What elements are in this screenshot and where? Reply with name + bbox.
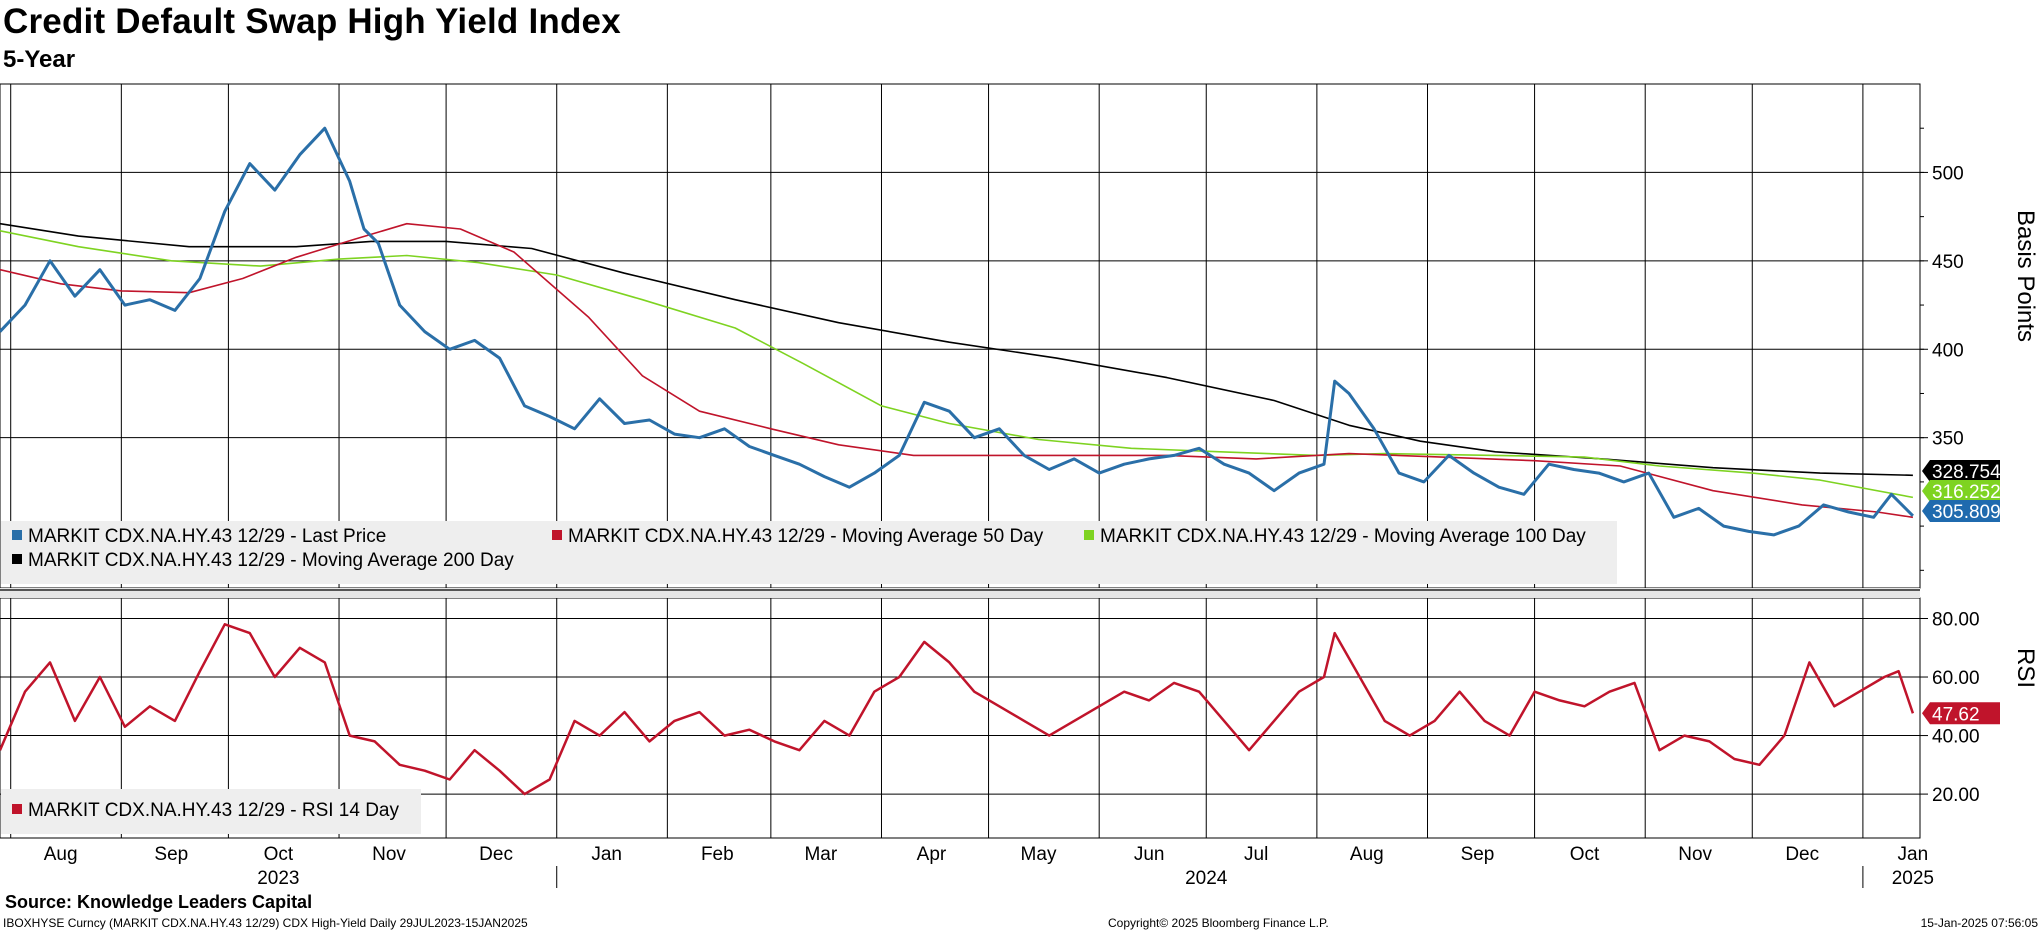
x-tick-label: May [1021,844,1057,865]
y-tick-label: 450 [1932,252,1964,273]
source-note: Source: Knowledge Leaders Capital [5,892,313,912]
legend-swatch [12,804,22,814]
series-line-last [0,126,1914,537]
legend-label: MARKIT CDX.NA.HY.43 12/29 - Moving Avera… [28,550,514,571]
x-tick-label: Sep [1461,844,1495,865]
x-tick-label: Nov [1678,844,1712,865]
value-tag-label: 328.754 [1932,462,2001,483]
x-tick-label: Jan [591,844,622,865]
series-line-rsi [0,623,1915,796]
value-tag-bg [1922,480,2000,502]
legend-label: MARKIT CDX.NA.HY.43 12/29 - Moving Avera… [568,526,1044,547]
footer-copyright: Copyright© 2025 Bloomberg Finance L.P. [1108,916,1329,930]
last-value-ma100: 316.252 [1922,480,2001,503]
price-legend [1,521,1617,584]
chart-subtitle: 5-Year [3,46,76,73]
x-tick-label: Dec [479,844,513,865]
series-line-ma100 [0,230,1914,499]
x-tick-label: Mar [804,844,837,865]
x-tick-label: Apr [917,844,947,865]
legend-swatch [1084,530,1094,540]
legend-swatch [12,530,22,540]
x-tick-label: Oct [264,844,294,865]
price-panel [0,83,1921,589]
x-year-label: 2023 [257,868,299,889]
value-tag-label: 316.252 [1932,482,2001,503]
y-tick-label: 500 [1932,163,1964,184]
x-year-label: 2024 [1185,868,1228,889]
footer-left: IBOXHYSE Curncy (MARKIT CDX.NA.HY.43 12/… [3,916,528,930]
y-tick-label: 400 [1932,340,1964,361]
x-tick-label: Dec [1785,844,1819,865]
last-value-ma200: 328.754 [1922,460,2001,483]
x-year-label: 2025 [1892,868,1934,889]
footer-timestamp: 15-Jan-2025 07:56:05 [1920,916,2038,930]
x-tick-label: Sep [154,844,188,865]
value-tag-bg [1922,460,2000,482]
x-tick-label: Feb [701,844,734,865]
y-tick-label: 20.00 [1932,785,1980,806]
x-tick-label: Jul [1244,844,1268,865]
cds-chart: 350 400 450 500 20.00 40.00 60.00 80.00 Basis Po… [0,83,2039,889]
x-tick-label: Jan [1898,844,1929,865]
rsi-legend [1,789,421,834]
value-tag-label: 305.809 [1932,502,2001,523]
series-line-ma50 [0,222,1914,519]
legend-swatch [552,530,562,540]
value-tag-label: 47.62 [1932,704,1980,725]
x-tick-label: Nov [372,844,406,865]
chart-title: Credit Default Swap High Yield Index [3,2,621,41]
y-tick-label: 80.00 [1932,609,1980,630]
last-value-rsi: 47.62 [1922,702,2000,725]
legend-label: MARKIT CDX.NA.HY.43 12/29 - Last Price [28,526,386,547]
y-tick-label: 40.00 [1932,727,1980,748]
y-tick-label: 350 [1932,429,1964,450]
legend-label: MARKIT CDX.NA.HY.43 12/29 - Moving Avera… [1100,526,1586,547]
x-tick-label: Aug [1350,844,1384,865]
legend-label: MARKIT CDX.NA.HY.43 12/29 - RSI 14 Day [28,800,400,821]
y-axis-title: RSI [2012,648,2039,688]
x-tick-label: Oct [1570,844,1600,865]
legend-swatch [12,554,22,564]
panel-separator [0,588,1920,598]
x-tick-label: Aug [44,844,78,865]
last-value-last: 305.809 [1922,500,2001,523]
x-tick-label: Jun [1134,844,1165,865]
y-axis-title: Basis Points [2012,210,2039,342]
value-tag-bg [1922,500,2000,522]
value-tag-bg [1922,702,2000,725]
y-tick-label: 60.00 [1932,668,1980,689]
